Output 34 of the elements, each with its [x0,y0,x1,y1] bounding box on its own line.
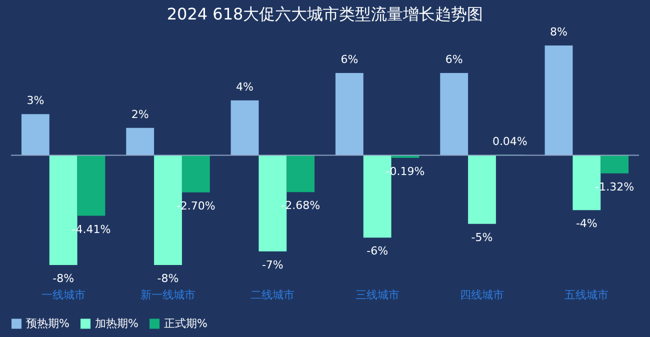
data-label: -4% [576,217,598,230]
bar [286,155,315,192]
bar [440,72,468,156]
data-label: -5% [471,230,493,244]
data-label: 0.04% [492,134,528,148]
data-label: 3% [26,94,44,108]
legend-label: 加热期% [95,316,138,330]
bar [468,155,496,224]
x-tick-label: 一线城市 [41,288,86,302]
bar [335,72,364,156]
bar [600,155,629,174]
legend-label: 正式期% [164,316,208,330]
bar [21,114,50,156]
x-tick-label: 三线城市 [355,288,400,302]
data-label: -8% [157,272,179,286]
data-label: -6% [366,244,388,258]
data-label: -7% [262,258,284,272]
bar [230,100,259,156]
bar [544,46,573,156]
bar [182,155,210,192]
chart-title: 2024 618大促六大城市类型流量增长趋势图 [166,4,484,24]
x-tick-label: 二线城市 [250,288,295,302]
bar [77,155,106,216]
data-label: 8% [550,26,568,39]
x-tick-label: 四线城市 [460,288,504,302]
bar [126,128,154,156]
x-tick-label: 五线城市 [564,288,609,302]
data-label: -8% [52,272,74,286]
data-label: 2% [131,108,149,121]
data-label: 6% [340,52,358,66]
x-tick-label: 新一线城市 [140,288,196,302]
data-label: 4% [236,80,254,94]
legend-label: 预热期% [26,316,70,330]
data-label: 6% [445,52,463,66]
